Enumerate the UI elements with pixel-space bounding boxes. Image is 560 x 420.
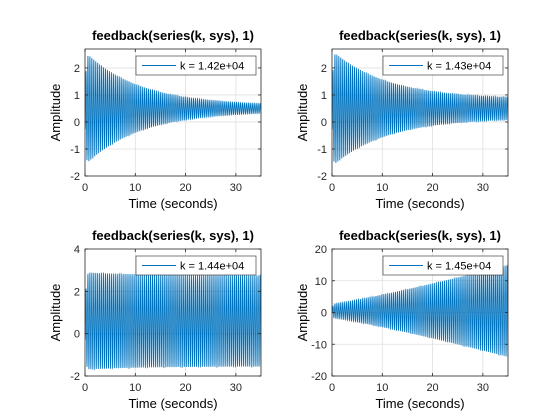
- y-tick-label: 0: [74, 329, 80, 341]
- y-tick-label: -2: [70, 171, 80, 183]
- subplot-title: feedback(series(k, sys), 1): [92, 28, 254, 43]
- legend-box: [382, 255, 504, 276]
- y-tick-label: 20: [315, 244, 327, 256]
- legend-box: [135, 255, 257, 276]
- subplot-title: feedback(series(k, sys), 1): [339, 228, 501, 243]
- axes-box: [84, 248, 262, 377]
- y-tick-label: -10: [311, 339, 327, 351]
- y-tick-label: 0: [321, 308, 327, 320]
- subplot-4: 0 10 20 30 -20 -10 0 10 20 feedback(series(k, sys…: [295, 228, 509, 411]
- legend-entry: k = 1.45e+04: [427, 261, 491, 273]
- legend: k = 1.44e+04: [135, 255, 257, 276]
- y-tick-label: -20: [311, 371, 327, 383]
- y-tick-label: 2: [321, 63, 327, 75]
- y-axis-label: Amplitude: [48, 284, 63, 342]
- x-tick-label: 20: [426, 382, 438, 394]
- x-tick-label: 10: [129, 182, 141, 194]
- x-tick-label: 20: [179, 182, 191, 194]
- y-tick-label: 0: [321, 117, 327, 129]
- legend: k = 1.42e+04: [135, 55, 257, 76]
- x-tick-label: 30: [230, 182, 242, 194]
- y-tick-label: 1: [74, 90, 80, 102]
- legend-box: [135, 55, 257, 76]
- subplot-title: feedback(series(k, sys), 1): [339, 28, 501, 43]
- axes-box: [84, 48, 262, 177]
- y-tick-label: 10: [315, 276, 327, 288]
- x-tick-label: 0: [329, 382, 335, 394]
- x-tick-label: 0: [82, 182, 88, 194]
- legend-entry: k = 1.43e+04: [427, 61, 491, 73]
- subplot-1: 0 10 20 30 -2 -1 0 1 2 feedback(series(k, sys), 1…: [48, 28, 262, 211]
- x-tick-label: 10: [376, 182, 388, 194]
- y-tick-label: -1: [70, 144, 80, 156]
- y-tick-label: 2: [74, 63, 80, 75]
- legend-box: [382, 55, 504, 76]
- y-axis-label: Amplitude: [295, 84, 310, 142]
- series-line: [332, 265, 508, 357]
- x-tick-label: 0: [329, 182, 335, 194]
- y-tick-label: 2: [74, 286, 80, 298]
- y-tick-label: 1: [321, 90, 327, 102]
- subplot-2: 0 10 20 30 -2 -1 0 1 2 feedback(series(k, sys), 1…: [295, 28, 509, 211]
- legend: k = 1.43e+04: [382, 55, 504, 76]
- legend: k = 1.45e+04: [382, 255, 504, 276]
- x-axis-label: Time (seconds): [375, 396, 464, 411]
- subplot-title: feedback(series(k, sys), 1): [92, 228, 254, 243]
- x-axis-label: Time (seconds): [128, 196, 217, 211]
- y-axis-label: Amplitude: [48, 84, 63, 142]
- x-axis-label: Time (seconds): [128, 396, 217, 411]
- x-tick-label: 30: [477, 182, 489, 194]
- series-line: [85, 55, 261, 162]
- x-tick-label: 10: [129, 382, 141, 394]
- y-tick-label: -1: [317, 144, 327, 156]
- axes-box: [331, 48, 509, 177]
- x-tick-label: 10: [376, 382, 388, 394]
- x-tick-label: 20: [426, 182, 438, 194]
- y-tick-label: -2: [317, 171, 327, 183]
- y-tick-label: 4: [74, 244, 80, 256]
- x-tick-label: 30: [477, 382, 489, 394]
- x-tick-label: 0: [82, 382, 88, 394]
- y-tick-label: -2: [70, 371, 80, 383]
- legend-entry: k = 1.42e+04: [180, 61, 244, 73]
- y-tick-label: 0: [74, 117, 80, 129]
- y-axis-label: Amplitude: [295, 284, 310, 342]
- x-tick-label: 20: [179, 382, 191, 394]
- series-line: [332, 54, 508, 163]
- x-axis-label: Time (seconds): [375, 196, 464, 211]
- legend-entry: k = 1.44e+04: [180, 261, 244, 273]
- x-tick-label: 30: [230, 382, 242, 394]
- series-line: [85, 271, 261, 371]
